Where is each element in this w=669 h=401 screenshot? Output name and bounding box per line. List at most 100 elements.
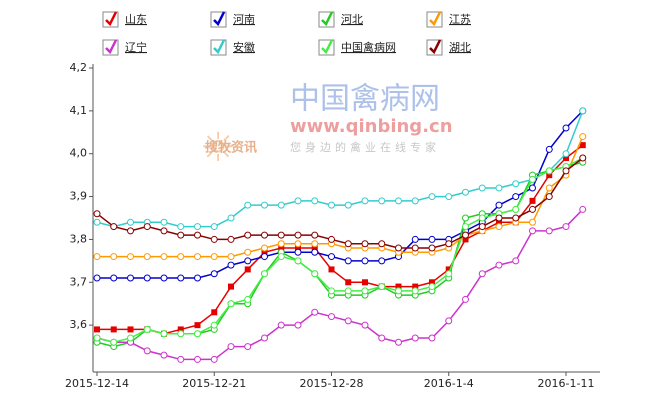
y-tick-label: 3,6 (70, 318, 88, 331)
legend-item[interactable]: 江苏 (426, 11, 471, 28)
point (210, 355, 218, 363)
x-tick-label: 2015-12-28 (300, 377, 364, 390)
point (361, 240, 369, 248)
legend-item[interactable]: 湖北 (426, 39, 471, 56)
point (227, 235, 235, 243)
point (361, 321, 369, 329)
point (210, 270, 218, 278)
y-tick-label: 3,8 (70, 232, 88, 245)
point (294, 197, 302, 205)
point (160, 218, 168, 226)
point (478, 214, 486, 222)
point (344, 201, 352, 209)
point (311, 308, 319, 316)
point (512, 193, 520, 201)
point (428, 283, 436, 291)
point (93, 274, 101, 282)
point (93, 334, 101, 342)
legend-item[interactable]: 山东 (102, 11, 147, 28)
point (545, 184, 553, 192)
point (344, 317, 352, 325)
point (160, 351, 168, 359)
point (562, 223, 570, 231)
point (194, 355, 201, 363)
point (311, 248, 319, 256)
point (127, 227, 134, 235)
x-tick-label: 2016-1-11 (538, 377, 595, 390)
point (512, 205, 520, 213)
x-tick-label: 2016-1-4 (424, 377, 474, 390)
point (311, 270, 319, 278)
point (227, 253, 235, 261)
legend-item[interactable]: 中国禽病网 (318, 39, 396, 56)
watermark-slogan: 您身边的禽业在线专家 (290, 140, 440, 154)
point (345, 279, 352, 286)
series-line (97, 136, 584, 258)
point (143, 274, 151, 282)
point (244, 231, 252, 239)
point (378, 197, 386, 205)
point (177, 326, 184, 333)
legend-item[interactable]: 辽宁 (102, 39, 147, 56)
point (244, 201, 252, 209)
point (277, 231, 285, 239)
point (311, 240, 319, 248)
point (495, 184, 503, 192)
point (194, 322, 201, 329)
legend-item[interactable]: 安徽 (210, 39, 255, 56)
series-line (96, 157, 584, 249)
legend-check (105, 39, 118, 55)
point (194, 231, 201, 239)
point (411, 197, 419, 205)
point (194, 330, 201, 338)
point (395, 283, 402, 290)
point (177, 355, 185, 363)
legend-item[interactable]: 河北 (318, 11, 363, 28)
point (428, 193, 436, 201)
legend-item[interactable]: 河南 (210, 11, 255, 28)
point (362, 279, 368, 286)
point (160, 253, 168, 261)
point (194, 223, 201, 231)
point (227, 261, 235, 269)
point (478, 270, 486, 278)
legend-check (213, 11, 226, 27)
point (278, 245, 285, 251)
point (445, 317, 453, 325)
point (110, 326, 117, 333)
point (445, 266, 452, 273)
point (395, 244, 402, 252)
legend-label: 江苏 (449, 13, 471, 26)
point (529, 197, 536, 204)
point (294, 240, 302, 248)
x-tick-label: 2015-12-21 (182, 377, 246, 390)
point (127, 326, 134, 333)
point (462, 295, 469, 303)
point (127, 334, 134, 342)
point (529, 218, 536, 226)
point (478, 223, 486, 231)
point (445, 240, 453, 248)
point (495, 223, 503, 231)
point (579, 107, 587, 115)
point (244, 248, 252, 256)
legend-label: 安徽 (233, 40, 255, 54)
point (127, 274, 134, 282)
point (227, 214, 235, 222)
point (143, 325, 151, 333)
point (227, 343, 235, 351)
point (395, 197, 402, 205)
point (378, 334, 386, 342)
point (294, 248, 302, 256)
point (529, 205, 536, 213)
point (529, 184, 536, 192)
point (261, 231, 268, 239)
point (328, 287, 335, 295)
point (277, 321, 285, 329)
point (160, 274, 168, 282)
legend-label: 辽宁 (125, 40, 147, 54)
point (378, 240, 386, 248)
point (579, 142, 586, 149)
point (478, 184, 486, 192)
point (143, 223, 151, 231)
